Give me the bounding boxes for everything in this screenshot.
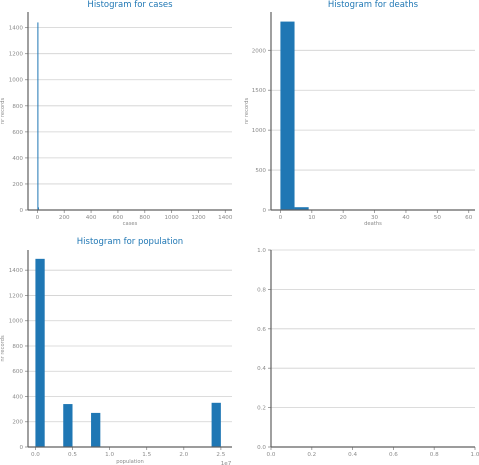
x-axis-label: deaths xyxy=(364,221,382,227)
y-tick-label: 1400 xyxy=(9,268,24,274)
chart-panel-3: 0 200 400 600 800 1000 1200 1400 0.0 0.5 1.0 1.5 2.0… xyxy=(0,237,232,465)
chart-title: Histogram for deaths xyxy=(328,0,419,10)
y-tick-label: 400 xyxy=(12,394,23,400)
y-tick-label: 600 xyxy=(12,369,23,375)
y-tick-label: 2000 xyxy=(252,48,267,54)
x-tick-label: 1.0 xyxy=(471,452,479,458)
y-tick-label: 0.2 xyxy=(257,406,266,412)
x-tick-label: 800 xyxy=(139,215,150,221)
y-tick-label: 1000 xyxy=(9,319,24,325)
histogram-bar xyxy=(37,22,39,211)
x-tick-label: 1200 xyxy=(191,215,206,221)
y-tick-label: 200 xyxy=(12,182,23,188)
y-tick-label: 0.6 xyxy=(257,327,266,333)
y-tick-label: 1200 xyxy=(9,52,24,58)
y-tick-label: 0.0 xyxy=(257,445,266,451)
chart-panel-1: 0 200 400 600 800 1000 1200 1400 0 200 400 600 800 10… xyxy=(0,0,233,227)
x-tick-label: 0.8 xyxy=(430,452,439,458)
y-tick-label: 1200 xyxy=(9,293,24,299)
y-tick-label: 600 xyxy=(12,130,23,136)
x-tick-label: 10 xyxy=(308,215,316,221)
x-tick-label: 400 xyxy=(86,215,97,221)
y-tick-label: 1500 xyxy=(252,88,267,94)
chart-panel-4: 0.0 0.2 0.4 0.6 0.8 1.0 0.0 0.2 0.4 0.6 0.8 1.0 xyxy=(257,248,479,458)
histogram-bar xyxy=(63,404,73,447)
x-tick-label: 1000 xyxy=(164,215,179,221)
y-tick-label: 1000 xyxy=(252,128,267,134)
histogram-bar xyxy=(280,21,295,211)
x-tick-label: 1400 xyxy=(218,215,233,221)
y-axis-label: nr records xyxy=(244,98,250,125)
x-tick-label: 50 xyxy=(434,215,442,221)
x-tick-label: 30 xyxy=(371,215,379,221)
x-tick-label: 0.2 xyxy=(307,452,316,458)
x-tick-label: 0.6 xyxy=(389,452,398,458)
y-tick-label: 500 xyxy=(255,168,266,174)
chart-panel-2: 0 500 1000 1500 2000 0 10 20 30 40 50 60 Histogram f… xyxy=(244,0,475,227)
x-tick-label: 600 xyxy=(113,215,124,221)
chart-title: Histogram for cases xyxy=(87,0,173,10)
y-tick-label: 1400 xyxy=(9,26,24,32)
y-tick-label: 1.0 xyxy=(257,248,266,254)
x-tick-label: 0 xyxy=(36,215,40,221)
y-tick-label: 200 xyxy=(12,420,23,426)
x-tick-label: 0.0 xyxy=(31,452,40,458)
y-tick-label: 800 xyxy=(12,344,23,350)
histogram-bar xyxy=(294,207,309,210)
histogram-bar xyxy=(37,207,39,210)
y-tick-label: 0 xyxy=(19,445,23,451)
histogram-bar xyxy=(91,412,101,447)
x-tick-label: 0.5 xyxy=(68,452,77,458)
x-tick-label: 0.4 xyxy=(348,452,357,458)
histogram-bar xyxy=(211,402,221,447)
y-tick-label: 0 xyxy=(19,208,23,214)
x-axis-multiplier: 1e7 xyxy=(221,461,232,465)
y-tick-label: 0.4 xyxy=(257,366,266,372)
x-axis-label: cases xyxy=(123,221,138,227)
y-tick-label: 800 xyxy=(12,104,23,110)
x-tick-label: 1.5 xyxy=(142,452,151,458)
x-tick-label: 2.0 xyxy=(179,452,188,458)
x-tick-label: 60 xyxy=(465,215,473,221)
y-axis-label: nr records xyxy=(0,98,6,125)
x-tick-label: 2.5 xyxy=(216,452,225,458)
x-tick-label: 40 xyxy=(402,215,410,221)
y-axis-label: nr records xyxy=(0,335,6,362)
y-tick-label: 1000 xyxy=(9,78,24,84)
x-tick-label: 20 xyxy=(340,215,348,221)
x-tick-label: 1.0 xyxy=(105,452,114,458)
histogram-bar xyxy=(35,258,45,447)
x-axis-label: population xyxy=(116,459,144,465)
chart-title: Histogram for population xyxy=(77,237,183,247)
x-tick-label: 200 xyxy=(59,215,70,221)
x-tick-label: 0 xyxy=(279,215,283,221)
y-tick-label: 0 xyxy=(262,208,266,214)
y-tick-label: 0.8 xyxy=(257,287,266,293)
x-tick-label: 0.0 xyxy=(267,452,276,458)
y-tick-label: 400 xyxy=(12,156,23,162)
